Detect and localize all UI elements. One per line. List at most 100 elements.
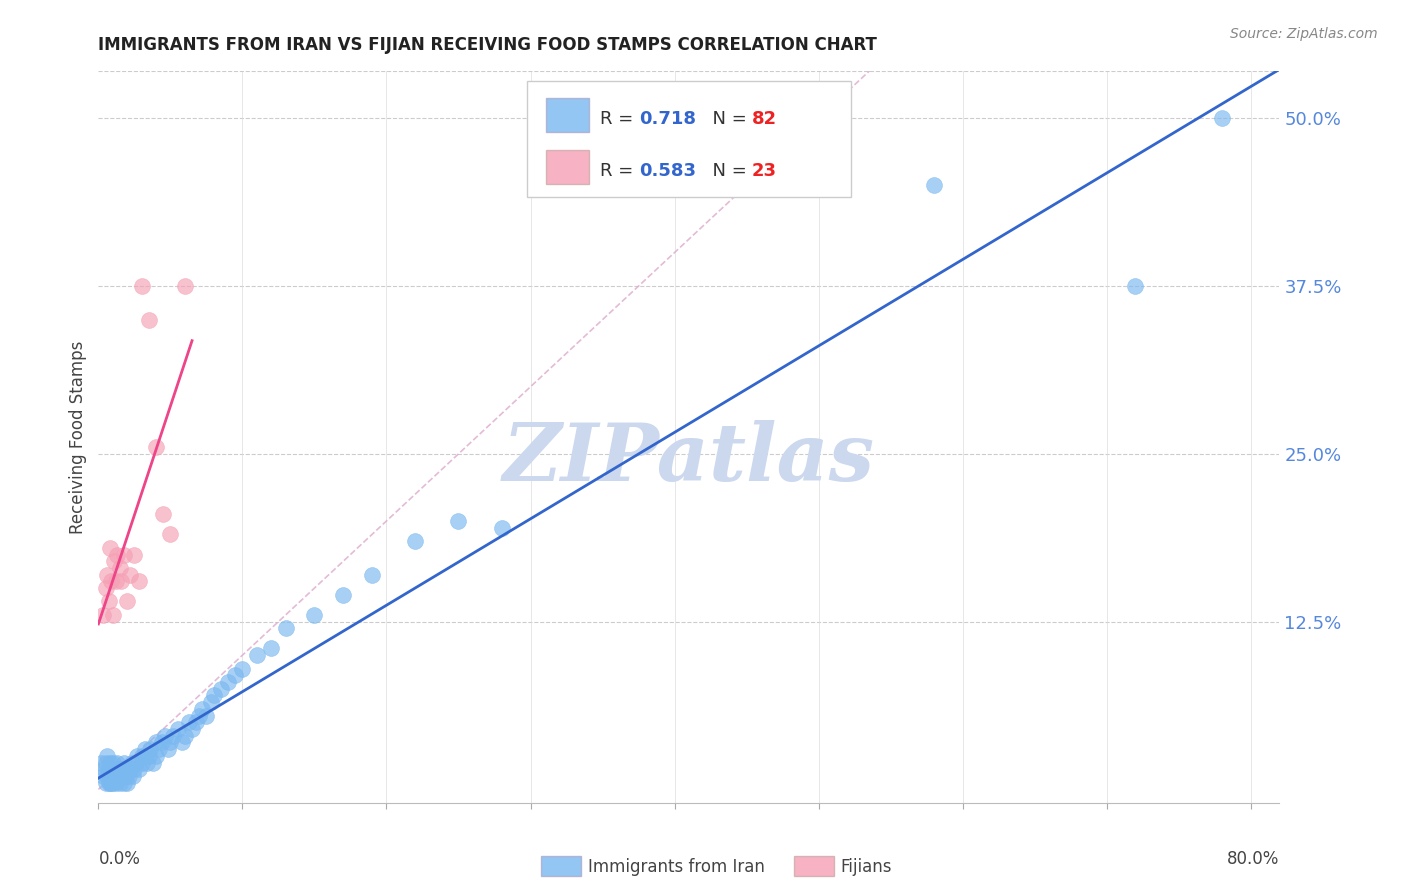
Point bbox=[162, 729, 184, 743]
Point bbox=[361, 567, 384, 582]
Text: R =: R = bbox=[600, 161, 638, 180]
Point bbox=[96, 748, 118, 763]
Point bbox=[104, 574, 127, 589]
Point bbox=[127, 748, 149, 763]
Point bbox=[105, 756, 128, 770]
Point bbox=[191, 702, 214, 716]
Point bbox=[108, 762, 131, 776]
Point bbox=[122, 769, 145, 783]
Point bbox=[159, 527, 181, 541]
Point bbox=[115, 594, 138, 608]
Point bbox=[131, 756, 153, 770]
Point bbox=[97, 775, 120, 789]
Point bbox=[188, 708, 211, 723]
Point bbox=[101, 769, 124, 783]
Point bbox=[98, 775, 121, 789]
Point bbox=[91, 769, 114, 783]
Point bbox=[138, 312, 160, 326]
Text: ZIPatlas: ZIPatlas bbox=[503, 420, 875, 498]
Text: N =: N = bbox=[702, 161, 752, 180]
Point bbox=[231, 662, 253, 676]
Point bbox=[150, 735, 173, 749]
Point bbox=[100, 762, 122, 776]
Y-axis label: Receiving Food Stamps: Receiving Food Stamps bbox=[69, 341, 87, 533]
Text: 0.718: 0.718 bbox=[640, 110, 696, 128]
Point bbox=[134, 742, 156, 756]
Point bbox=[195, 708, 218, 723]
Point bbox=[120, 567, 142, 582]
Point bbox=[93, 762, 115, 776]
Point bbox=[131, 279, 153, 293]
Point bbox=[138, 748, 160, 763]
Point bbox=[112, 775, 135, 789]
Point bbox=[104, 769, 127, 783]
Point bbox=[94, 581, 117, 595]
Point bbox=[103, 554, 125, 568]
Text: 0.0%: 0.0% bbox=[98, 850, 141, 868]
Point bbox=[96, 567, 118, 582]
Point bbox=[131, 748, 153, 763]
Point bbox=[118, 769, 141, 783]
Point bbox=[97, 594, 120, 608]
Point bbox=[90, 756, 112, 770]
Point bbox=[108, 775, 131, 789]
Point bbox=[922, 178, 945, 193]
Point bbox=[447, 514, 470, 528]
Point bbox=[115, 775, 138, 789]
Point bbox=[98, 541, 121, 555]
Point bbox=[105, 762, 128, 776]
Point bbox=[153, 729, 176, 743]
Point bbox=[111, 762, 134, 776]
Point bbox=[128, 762, 150, 776]
Point bbox=[128, 574, 150, 589]
Point bbox=[100, 775, 122, 789]
Text: 23: 23 bbox=[752, 161, 776, 180]
Point bbox=[136, 756, 159, 770]
Point bbox=[94, 756, 117, 770]
Point bbox=[200, 695, 222, 709]
Point bbox=[97, 762, 120, 776]
Point bbox=[98, 769, 121, 783]
Point bbox=[124, 548, 146, 562]
Point bbox=[159, 735, 181, 749]
Point bbox=[173, 279, 195, 293]
Point bbox=[110, 769, 132, 783]
Point bbox=[112, 756, 135, 770]
Point bbox=[209, 681, 232, 696]
Text: N =: N = bbox=[702, 110, 752, 128]
Text: IMMIGRANTS FROM IRAN VS FIJIAN RECEIVING FOOD STAMPS CORRELATION CHART: IMMIGRANTS FROM IRAN VS FIJIAN RECEIVING… bbox=[98, 36, 877, 54]
Point bbox=[246, 648, 269, 662]
Point bbox=[100, 574, 122, 589]
Point bbox=[121, 756, 143, 770]
Point bbox=[101, 607, 124, 622]
Text: Fijians: Fijians bbox=[841, 858, 893, 876]
Point bbox=[108, 561, 131, 575]
Point bbox=[173, 729, 195, 743]
Point bbox=[104, 775, 127, 789]
Point bbox=[110, 574, 132, 589]
Point bbox=[166, 722, 188, 736]
Point bbox=[101, 775, 124, 789]
Point bbox=[260, 641, 283, 656]
Point bbox=[115, 762, 138, 776]
Point bbox=[1211, 112, 1233, 126]
Point bbox=[217, 675, 239, 690]
Text: Immigrants from Iran: Immigrants from Iran bbox=[588, 858, 765, 876]
Point bbox=[139, 742, 162, 756]
Point bbox=[152, 508, 174, 522]
Point bbox=[145, 748, 167, 763]
Point bbox=[404, 534, 426, 549]
Point bbox=[114, 769, 136, 783]
Point bbox=[156, 742, 179, 756]
Point bbox=[491, 521, 513, 535]
Text: 80.0%: 80.0% bbox=[1227, 850, 1279, 868]
Text: 0.583: 0.583 bbox=[640, 161, 696, 180]
Point bbox=[94, 775, 117, 789]
Point bbox=[224, 668, 246, 682]
Point bbox=[186, 715, 208, 730]
Point bbox=[202, 689, 225, 703]
Point bbox=[142, 756, 165, 770]
Point bbox=[101, 762, 124, 776]
Text: Source: ZipAtlas.com: Source: ZipAtlas.com bbox=[1230, 27, 1378, 41]
Point bbox=[91, 607, 114, 622]
